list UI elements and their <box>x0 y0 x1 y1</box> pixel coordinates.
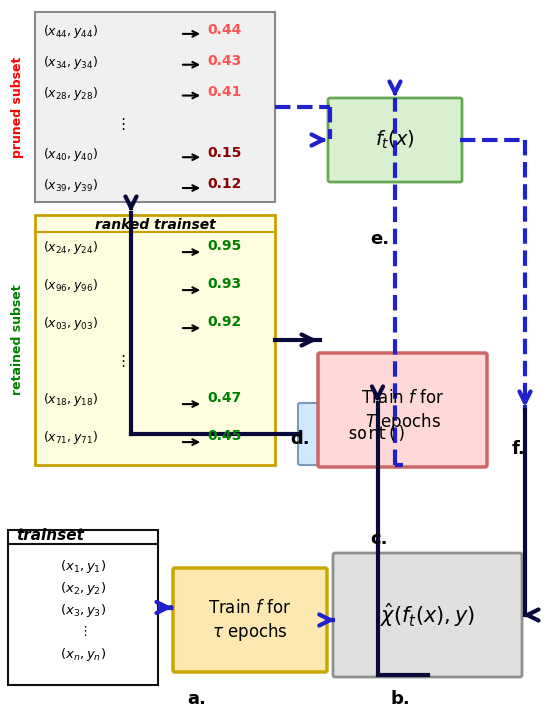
FancyBboxPatch shape <box>35 12 275 202</box>
Text: $\tau$ epochs: $\tau$ epochs <box>212 621 288 643</box>
Text: $(x_{44},y_{44})$: $(x_{44},y_{44})$ <box>43 23 98 40</box>
Text: $(x_n,y_n)$: $(x_n,y_n)$ <box>60 646 106 663</box>
Text: $(x_{28},y_{28})$: $(x_{28},y_{28})$ <box>43 85 98 102</box>
Text: $\vdots$: $\vdots$ <box>115 116 125 131</box>
Text: pruned subset: pruned subset <box>12 56 25 157</box>
Text: $(x_1,y_1)$: $(x_1,y_1)$ <box>60 558 106 575</box>
Text: e.: e. <box>370 230 389 248</box>
Text: sort(): sort() <box>348 425 408 443</box>
Text: 0.12: 0.12 <box>207 177 241 191</box>
FancyBboxPatch shape <box>328 98 462 182</box>
Text: $(x_{71},y_{71})$: $(x_{71},y_{71})$ <box>43 429 98 445</box>
Text: 0.95: 0.95 <box>207 239 241 253</box>
Text: 0.92: 0.92 <box>207 315 241 329</box>
FancyBboxPatch shape <box>173 568 327 672</box>
Text: Train $f$ for: Train $f$ for <box>208 599 292 617</box>
FancyBboxPatch shape <box>318 353 487 467</box>
Text: Train $f$ for: Train $f$ for <box>361 389 444 407</box>
FancyBboxPatch shape <box>8 530 158 685</box>
Text: 0.41: 0.41 <box>207 85 241 99</box>
FancyBboxPatch shape <box>298 403 457 465</box>
Text: $(x_{39},y_{39})$: $(x_{39},y_{39})$ <box>43 177 98 194</box>
Text: $f_t(x)$: $f_t(x)$ <box>375 129 415 151</box>
Text: $(x_{34},y_{34})$: $(x_{34},y_{34})$ <box>43 54 98 71</box>
FancyBboxPatch shape <box>35 215 275 465</box>
Text: 0.47: 0.47 <box>207 391 241 405</box>
Text: $(x_{40},y_{40})$: $(x_{40},y_{40})$ <box>43 146 98 163</box>
Text: $T$ epochs: $T$ epochs <box>365 411 441 433</box>
Text: c.: c. <box>370 530 388 548</box>
Text: trainset: trainset <box>16 528 84 543</box>
Text: a.: a. <box>187 690 206 706</box>
Text: $\hat{\chi}(f_t(x),y)$: $\hat{\chi}(f_t(x),y)$ <box>380 602 475 629</box>
Text: ranked trainset: ranked trainset <box>95 218 216 232</box>
Text: $(x_2,y_2)$: $(x_2,y_2)$ <box>60 580 106 597</box>
FancyBboxPatch shape <box>333 553 522 677</box>
Text: 0.15: 0.15 <box>207 146 241 160</box>
Text: 0.45: 0.45 <box>207 429 241 443</box>
Text: $\vdots$: $\vdots$ <box>115 353 125 369</box>
Text: $(x_3,y_3)$: $(x_3,y_3)$ <box>60 602 106 619</box>
Text: $(x_{24},y_{24})$: $(x_{24},y_{24})$ <box>43 239 98 256</box>
Text: $(x_{03},y_{03})$: $(x_{03},y_{03})$ <box>43 315 98 332</box>
Text: 0.43: 0.43 <box>207 54 241 68</box>
Text: f.: f. <box>512 440 526 458</box>
Text: 0.93: 0.93 <box>207 277 241 291</box>
Text: b.: b. <box>390 690 410 706</box>
Text: d.: d. <box>290 430 310 448</box>
Text: retained subset: retained subset <box>12 285 25 395</box>
Text: $(x_{18},y_{18})$: $(x_{18},y_{18})$ <box>43 391 98 408</box>
Text: $\vdots$: $\vdots$ <box>78 624 87 638</box>
Text: $(x_{96},y_{96})$: $(x_{96},y_{96})$ <box>43 277 98 294</box>
Text: 0.44: 0.44 <box>207 23 241 37</box>
